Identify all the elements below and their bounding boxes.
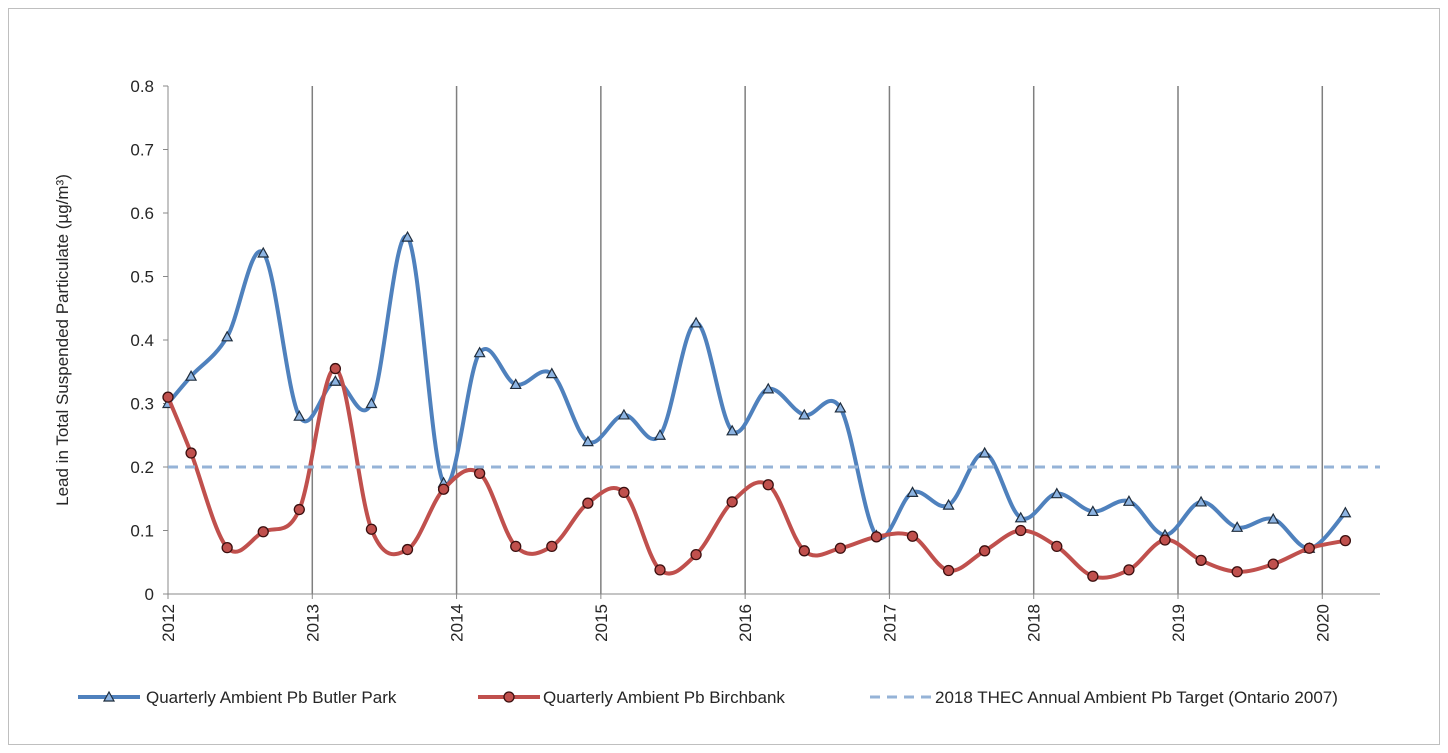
data-point-triangle <box>1340 508 1350 517</box>
data-point-circle <box>1160 535 1170 545</box>
y-tick-label: 0.5 <box>130 268 154 287</box>
data-point-circle <box>366 524 376 534</box>
data-point-circle <box>1232 567 1242 577</box>
legend-label: 2018 THEC Annual Ambient Pb Target (Onta… <box>935 688 1338 707</box>
y-tick-label: 0 <box>145 585 154 604</box>
data-point-circle <box>1340 536 1350 546</box>
data-point-circle <box>330 364 340 374</box>
legend-marker-circle <box>504 692 514 702</box>
legend-item-1: Quarterly Ambient Pb Butler Park <box>78 688 397 707</box>
data-point-circle <box>222 543 232 553</box>
series-2 <box>163 364 1350 582</box>
vertical-gridlines <box>312 86 1322 594</box>
legend-item-2: Quarterly Ambient Pb Birchbank <box>478 688 785 707</box>
x-tick-label: 2016 <box>736 604 755 642</box>
legend-label: Quarterly Ambient Pb Butler Park <box>146 688 397 707</box>
data-point-circle <box>1016 526 1026 536</box>
data-point-circle <box>980 546 990 556</box>
data-point-circle <box>763 480 773 490</box>
data-point-triangle <box>691 318 701 327</box>
legend: Quarterly Ambient Pb Butler Park Quarterl… <box>78 688 1338 707</box>
legend-item-3: 2018 THEC Annual Ambient Pb Target (Onta… <box>870 688 1338 707</box>
data-point-circle <box>475 468 485 478</box>
x-tick-label: 2017 <box>880 604 899 642</box>
y-tick-label: 0.6 <box>130 204 154 223</box>
data-point-circle <box>655 565 665 575</box>
y-tick-label: 0.2 <box>130 458 154 477</box>
data-point-circle <box>511 541 521 551</box>
data-point-circle <box>294 505 304 515</box>
y-tick-label: 0.7 <box>130 141 154 160</box>
x-tick-label: 2015 <box>592 604 611 642</box>
data-point-circle <box>1304 543 1314 553</box>
series-1 <box>163 232 1350 552</box>
y-axis-label: Lead in Total Suspended Particulate (µg/… <box>53 174 72 506</box>
axes <box>163 86 1380 599</box>
data-point-circle <box>1124 565 1134 575</box>
data-point-circle <box>547 541 557 551</box>
plot-series <box>163 232 1380 581</box>
y-tick-label: 0.4 <box>130 331 154 350</box>
data-point-circle <box>908 531 918 541</box>
y-tick-label: 0.3 <box>130 395 154 414</box>
data-point-circle <box>727 497 737 507</box>
y-tick-label: 0.8 <box>130 77 154 96</box>
data-point-circle <box>186 448 196 458</box>
data-point-circle <box>439 484 449 494</box>
data-point-circle <box>1268 559 1278 569</box>
x-tick-label: 2018 <box>1025 604 1044 642</box>
x-tick-label: 2012 <box>159 604 178 642</box>
legend-label: Quarterly Ambient Pb Birchbank <box>543 688 785 707</box>
data-point-circle <box>583 498 593 508</box>
data-point-circle <box>619 487 629 497</box>
data-point-circle <box>944 566 954 576</box>
data-point-circle <box>403 545 413 555</box>
data-point-circle <box>871 532 881 542</box>
data-point-circle <box>258 527 268 537</box>
data-point-circle <box>799 546 809 556</box>
data-point-circle <box>1196 555 1206 565</box>
data-point-circle <box>1088 571 1098 581</box>
x-tick-label: 2013 <box>303 604 322 642</box>
data-point-circle <box>691 550 701 560</box>
x-tick-label: 2019 <box>1169 604 1188 642</box>
x-tick-label: 2014 <box>448 604 467 642</box>
y-tick-labels: 0 0.1 0.2 0.3 0.4 0.5 0.6 0.7 0.8 <box>130 77 154 604</box>
y-tick-label: 0.1 <box>130 522 154 541</box>
data-point-circle <box>1052 541 1062 551</box>
x-tick-label: 2020 <box>1313 604 1332 642</box>
data-point-circle <box>163 392 173 402</box>
data-point-circle <box>835 543 845 553</box>
x-tick-labels: 2012 2013 2014 2015 2016 2017 2018 2019 2020 <box>159 604 1332 642</box>
